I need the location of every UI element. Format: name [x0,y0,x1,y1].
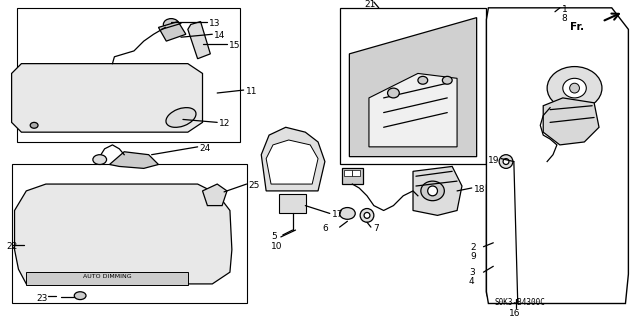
Polygon shape [202,184,227,206]
Text: 24: 24 [200,144,211,153]
Polygon shape [369,73,457,147]
Text: 16: 16 [509,309,520,318]
Polygon shape [413,167,462,215]
Text: 4: 4 [469,277,474,286]
Ellipse shape [74,292,86,300]
Bar [26,272,188,285]
Polygon shape [188,22,211,59]
Text: 22: 22 [6,242,18,251]
Text: 14: 14 [214,31,226,40]
Text: 1: 1 [562,5,568,14]
FancyBboxPatch shape [486,178,614,300]
Text: 10: 10 [271,242,282,251]
Ellipse shape [563,78,586,98]
Ellipse shape [166,108,196,127]
Ellipse shape [93,155,107,165]
Text: 25: 25 [248,181,260,190]
Polygon shape [109,152,159,168]
Ellipse shape [364,212,370,218]
Text: 13: 13 [209,19,221,28]
Text: 12: 12 [219,119,230,129]
Ellipse shape [503,159,509,165]
Ellipse shape [418,76,428,84]
Text: 18: 18 [474,185,485,194]
Text: 15: 15 [229,41,241,50]
Text: 9: 9 [471,252,477,261]
Polygon shape [261,127,325,191]
Polygon shape [266,140,318,184]
Ellipse shape [360,209,374,222]
Text: 21: 21 [364,0,376,9]
Polygon shape [12,165,246,303]
Text: Fr.: Fr. [570,22,584,32]
Polygon shape [486,8,628,303]
Text: S0K3-B4300C: S0K3-B4300C [494,298,545,307]
Ellipse shape [499,155,513,168]
Bar [352,170,360,176]
Text: 19: 19 [488,156,500,165]
Polygon shape [349,18,477,157]
Ellipse shape [547,67,602,110]
Ellipse shape [570,83,579,93]
Polygon shape [12,63,202,132]
Text: 3: 3 [469,268,475,277]
Text: 2: 2 [471,243,476,252]
Text: 6: 6 [322,224,328,233]
Ellipse shape [30,122,38,128]
Polygon shape [340,8,486,165]
Text: AUTO DIMMING: AUTO DIMMING [83,274,132,279]
Text: 5: 5 [271,232,276,241]
Text: 17: 17 [332,211,343,219]
Polygon shape [15,184,232,284]
Text: 7: 7 [373,224,379,233]
Text: 23: 23 [36,294,47,303]
Bar [344,170,352,176]
Polygon shape [17,8,240,142]
Ellipse shape [442,76,452,84]
Bar [342,168,363,184]
Ellipse shape [163,19,179,30]
Bar [279,194,307,213]
Ellipse shape [388,88,399,98]
Ellipse shape [421,181,444,201]
Polygon shape [159,22,186,41]
Ellipse shape [340,208,355,219]
Text: 8: 8 [562,14,568,23]
Ellipse shape [428,186,438,196]
Polygon shape [543,98,599,145]
Text: 11: 11 [246,87,257,96]
